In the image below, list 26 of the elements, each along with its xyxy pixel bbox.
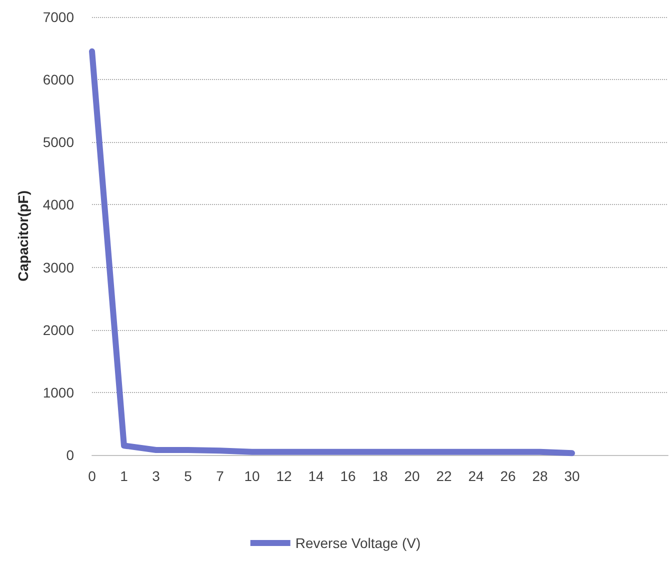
x-tick-label: 26 [500,468,516,484]
y-tick-label: 4000 [42,196,74,213]
legend-label: Reverse Voltage (V) [295,535,421,551]
y-tick-label: 0 [66,447,74,463]
x-tick-label: 20 [404,468,420,484]
x-tick-label: 22 [436,468,452,484]
x-tick-label: 0 [88,468,96,484]
y-tick-label: 2000 [42,322,74,338]
x-tick-label: 14 [308,468,324,484]
y-tick-label: 7000 [42,9,74,25]
y-axis-title: Capacitor(pF) [15,190,31,282]
y-tick-label: 5000 [42,134,74,150]
y-tick-label: 6000 [42,72,74,88]
x-tick-label: 16 [340,468,356,484]
x-tick-label: 24 [468,468,484,484]
x-tick-label: 30 [564,468,580,484]
y-tick-label: 3000 [42,259,74,276]
x-tick-label: 5 [184,468,192,484]
x-tick-label: 18 [372,468,388,484]
y-tick-label: 1000 [42,384,74,400]
x-tick-label: 1 [120,468,128,484]
x-tick-label: 3 [152,468,160,484]
x-tick-label: 7 [216,468,224,484]
x-tick-label: 28 [532,468,548,484]
x-tick-label: 10 [244,468,260,484]
x-tick-label: 12 [276,468,292,484]
